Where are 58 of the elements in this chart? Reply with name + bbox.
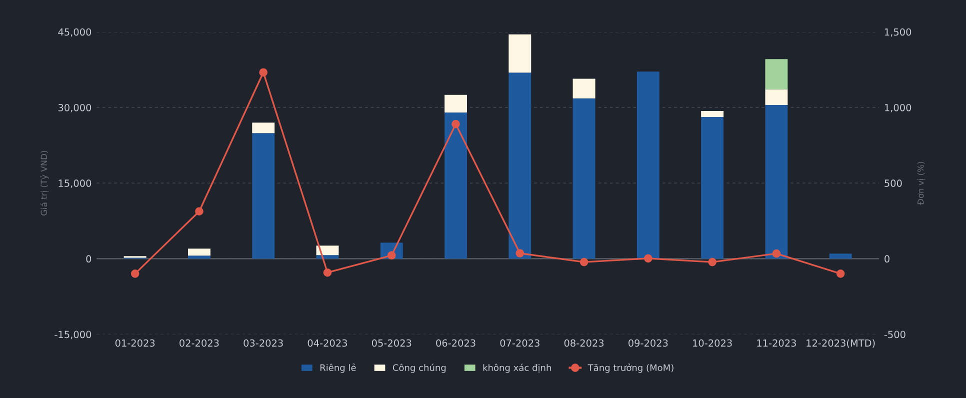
point (130, 270, 140, 278)
point (387, 251, 396, 260)
x-tick-label: 02-2023 (180, 339, 219, 347)
x-tick-label: 05-2023 (372, 339, 412, 347)
y-tick-label: 30,000 (58, 104, 92, 112)
bar (508, 72, 532, 259)
y2-tick-label: 0 (884, 255, 890, 263)
x-tick-label: 06-2023 (436, 339, 476, 347)
y2-tick-label: 500 (884, 180, 902, 187)
bar (765, 104, 788, 259)
y-axis-title: Giá trị (Tỷ VND) (40, 150, 49, 216)
legend-label: Riêng lẻ (320, 364, 356, 373)
y2-tick-label: 1,500 (884, 28, 912, 37)
y-tick-label: 15,000 (58, 180, 92, 188)
bar (252, 122, 275, 134)
legend-label: không xác định (483, 364, 551, 373)
bar (444, 94, 467, 112)
bar (316, 246, 339, 256)
bar (572, 78, 596, 98)
y-tick-label: 0 (86, 255, 92, 263)
x-tick-label: 11-2023 (757, 339, 796, 347)
point (259, 68, 268, 77)
bar (188, 248, 210, 256)
x-tick-label: 09-2023 (628, 339, 668, 347)
bar (188, 256, 210, 259)
legend-label: Tăng trưởng (MoM) (588, 364, 674, 373)
point (195, 207, 204, 216)
bar (701, 110, 724, 118)
point (580, 258, 588, 266)
x-tick-label: 07-2023 (500, 339, 540, 347)
x-tick-label: 04-2023 (308, 339, 348, 347)
bar (636, 72, 660, 259)
x-tick-label: 08-2023 (564, 339, 604, 347)
point (836, 270, 845, 278)
legend-label: Công chúng (392, 364, 446, 373)
bar (252, 133, 275, 259)
x-tick-label: 03-2023 (244, 339, 283, 347)
point (452, 120, 460, 128)
bar (508, 34, 532, 73)
bar (765, 89, 788, 105)
y2-tick-label: -500 (884, 330, 906, 338)
y2-tick-label: 1,000 (884, 104, 912, 112)
bar (444, 112, 467, 259)
bar (701, 117, 724, 259)
y-tick-label: 45,000 (58, 28, 92, 37)
bar (829, 254, 852, 259)
x-tick-label: 10-2023 (693, 339, 732, 347)
x-tick-label: 01-2023 (115, 339, 155, 347)
point (772, 249, 781, 258)
x-tick-label: 12-2023(MTD) (806, 339, 875, 348)
point (708, 258, 716, 266)
point (323, 268, 332, 277)
bar (572, 98, 596, 259)
bar (765, 59, 788, 90)
point (644, 254, 652, 263)
point (516, 249, 524, 258)
y2-axis-title: Đơn vị (%) (917, 162, 926, 205)
y-tick-label: -15,000 (54, 330, 92, 340)
